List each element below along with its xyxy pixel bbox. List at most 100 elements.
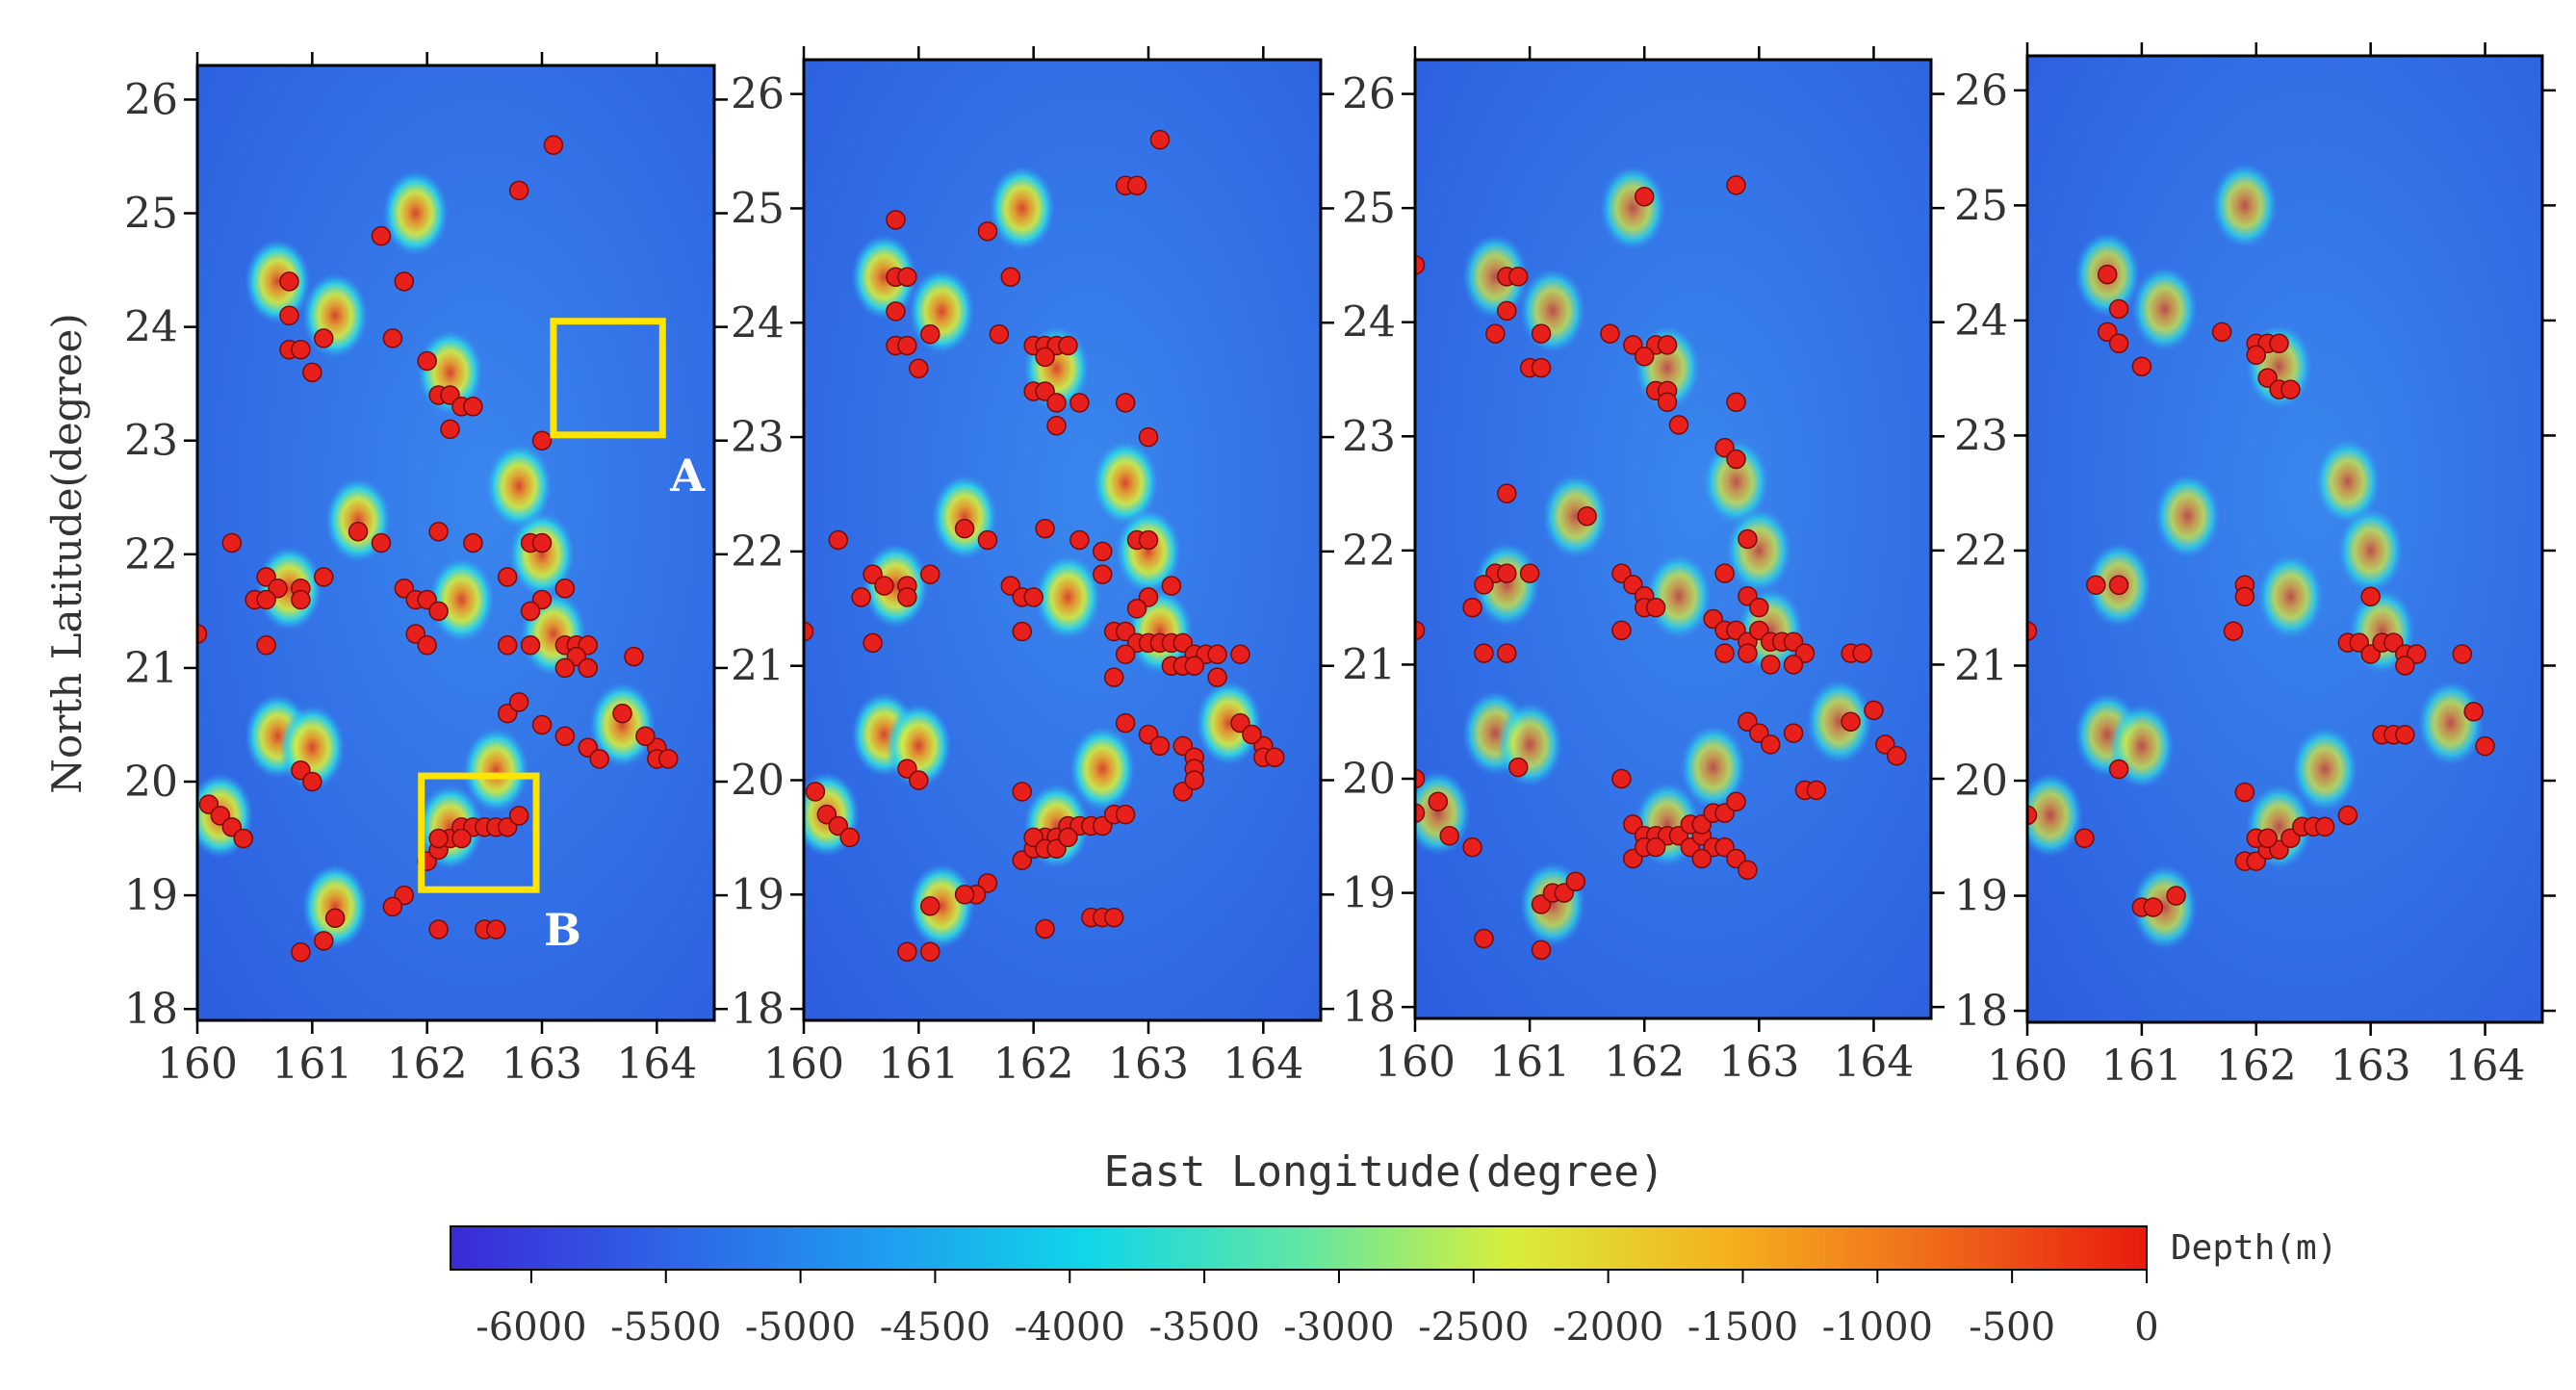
- y-tick-label: 19: [1954, 872, 2008, 921]
- colorbar-tick-label: -4500: [880, 1305, 991, 1350]
- seamount-highlight: [1645, 553, 1712, 639]
- x-tick-label: 160: [763, 1040, 844, 1089]
- seamount-highlight: [1703, 439, 1769, 525]
- seamount-point: [2280, 379, 2301, 399]
- seamount-point: [2143, 897, 2164, 917]
- seamount-point: [1691, 848, 1713, 869]
- seamount-point: [1714, 643, 1735, 663]
- seamount-point: [2269, 333, 2289, 354]
- y-tick-label: 22: [731, 528, 785, 577]
- seamount-point: [874, 576, 894, 596]
- seamount-point: [463, 532, 483, 553]
- seamount-point: [1634, 347, 1655, 367]
- seamount-point: [886, 301, 906, 322]
- seamount-highlight: [2314, 439, 2381, 525]
- seamount-point: [371, 532, 392, 553]
- y-axis-label: North Latitude(degree): [43, 313, 90, 794]
- seamount-point: [1115, 644, 1136, 665]
- seamount-point: [1474, 928, 1494, 949]
- seamount-point: [1012, 621, 1032, 642]
- y-tick-label: 18: [731, 985, 785, 1034]
- y-tick-label: 18: [1342, 983, 1396, 1032]
- y-tick-label: 24: [1342, 298, 1396, 348]
- seamount-point: [1207, 644, 1227, 665]
- seamount-point: [1726, 449, 1746, 470]
- seamount-highlight: [851, 234, 917, 320]
- y-tick-label: 23: [124, 417, 178, 466]
- seamount-point: [394, 271, 415, 292]
- y-tick-label: 21: [1954, 641, 2008, 690]
- seamount-highlight: [1116, 508, 1181, 594]
- seamount-point: [1657, 392, 1678, 412]
- seamount-highlight: [256, 546, 322, 631]
- seamount-highlight: [2337, 507, 2404, 593]
- x-tick-label: 162: [387, 1040, 468, 1089]
- seamount-point: [2452, 644, 2473, 664]
- seamount-point: [2257, 828, 2278, 849]
- y-tick-label: 26: [124, 75, 178, 124]
- seamount-point: [1738, 528, 1758, 550]
- seamount-point: [1242, 724, 1262, 745]
- seamount-point: [497, 567, 518, 587]
- seamount-point: [1184, 770, 1204, 790]
- seamount-highlight: [2131, 266, 2198, 351]
- seamount-point: [1149, 735, 1171, 757]
- seamount-point: [1714, 563, 1735, 583]
- y-tick-label: 26: [731, 70, 785, 119]
- colorbar-tick-label: 0: [2134, 1305, 2158, 1350]
- seamount-point: [886, 210, 906, 230]
- colorbar-tick-label: -5000: [745, 1305, 856, 1350]
- seamount-point: [1645, 597, 1666, 618]
- seamount-point: [1115, 393, 1136, 413]
- seamount-point: [920, 564, 940, 584]
- seamount-point: [531, 532, 553, 553]
- seamount-highlight: [863, 543, 929, 629]
- colorbar-tick-label: -1500: [1687, 1305, 1798, 1350]
- seamount-point: [1852, 643, 1872, 663]
- seamount-point: [1439, 826, 1459, 846]
- seamount-point: [909, 358, 929, 379]
- panel-frame: [802, 58, 1323, 1022]
- seamount-highlight: [1069, 726, 1136, 811]
- seamount-point: [1265, 747, 1285, 767]
- seamount-point: [1497, 643, 1517, 663]
- seamount-point: [1058, 335, 1078, 356]
- x-axis-label: East Longitude(degree): [1104, 1147, 1665, 1197]
- map-panel-2: 160 161 162 163 164 18 19 20 21 22 23 24 25 26: [731, 46, 1334, 1089]
- seamount-point: [440, 419, 460, 440]
- seamount-highlight: [989, 166, 1055, 251]
- seamount-point: [1126, 175, 1147, 195]
- seamount-point: [851, 587, 871, 607]
- seamount-point: [1760, 734, 1781, 755]
- colorbar-tick-label: -3500: [1148, 1305, 1259, 1350]
- region-box-label: B: [544, 904, 581, 956]
- seamount-point: [417, 635, 437, 656]
- seamount-point: [1738, 643, 1758, 663]
- seamount-point: [2314, 816, 2335, 837]
- seamount-point: [256, 635, 276, 656]
- panel-frame: [1413, 58, 1933, 1020]
- y-tick-label: 22: [1342, 527, 1396, 576]
- seamount-highlight: [428, 557, 495, 643]
- seamount-point: [1497, 563, 1517, 583]
- seamount-point: [314, 931, 334, 951]
- seamount-point: [428, 521, 449, 542]
- seamount-point: [1600, 323, 1620, 344]
- seamount-point: [1531, 940, 1552, 961]
- y-tick-label: 20: [124, 758, 178, 807]
- seamount-point: [1645, 837, 1666, 858]
- map-panel-4: 160 161 162 163 164 18 19 20 21 22 23 24 25 26: [1954, 42, 2556, 1091]
- seamount-point: [1611, 768, 1632, 789]
- seamount-point: [1507, 267, 1529, 287]
- seamount-point: [428, 601, 449, 622]
- x-tick-label: 160: [157, 1040, 238, 1089]
- seamount-point: [863, 632, 883, 654]
- y-tick-label: 25: [1954, 181, 2008, 230]
- seamount-point: [897, 335, 917, 356]
- seamount-point: [2463, 702, 2484, 722]
- seamount-point: [1783, 723, 1804, 743]
- seamount-highlight: [1497, 702, 1563, 787]
- x-tick-label: 162: [1604, 1038, 1685, 1087]
- seamount-highlight: [2211, 163, 2278, 248]
